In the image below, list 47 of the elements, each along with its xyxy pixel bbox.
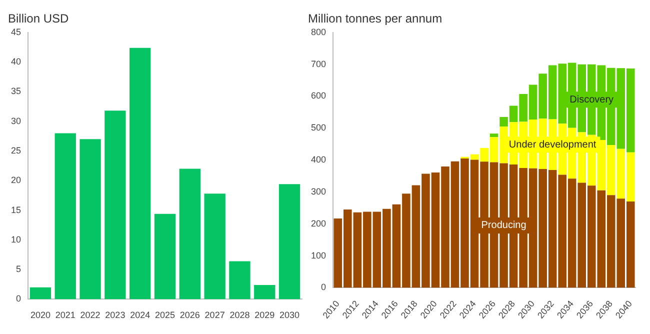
x-tick-label: 2021 (55, 310, 76, 320)
bar (229, 261, 250, 300)
bar (80, 139, 101, 300)
y-tick-label: 10 (10, 234, 22, 244)
y-tick-label: 40 (10, 56, 22, 67)
x-tick-label: 2022 (80, 310, 100, 320)
x-tick-label: 2029 (254, 310, 275, 320)
y-tick-label: 300 (310, 186, 326, 196)
y-tick-label: 20 (10, 175, 22, 186)
x-tick-label: 2027 (204, 310, 225, 320)
bar (104, 110, 126, 300)
x-tick-label: 2025 (154, 310, 176, 320)
y-tick-label: 45 (10, 26, 22, 37)
y-tick-label: 15 (10, 204, 22, 215)
y-tick-label: 30 (10, 116, 22, 126)
series-label: Producing (481, 220, 526, 232)
y-tick-label: 200 (310, 218, 326, 228)
y-tick-label: 400 (310, 154, 326, 165)
x-tick-label: 2030 (280, 310, 300, 320)
bar (204, 194, 226, 300)
chart-title: Billion USD (8, 12, 70, 26)
bar (254, 284, 276, 300)
y-tick-label: 35 (10, 86, 22, 96)
bar (490, 134, 498, 138)
bar (278, 184, 300, 300)
y-tick-label: 600 (310, 90, 326, 101)
bar (130, 48, 151, 300)
series-label: Under development (508, 139, 596, 150)
bar (154, 214, 176, 300)
x-tick-label: 2024 (130, 310, 150, 320)
x-tick-label: 2020 (30, 310, 50, 320)
bar (30, 287, 52, 300)
y-tick-label: 100 (310, 250, 326, 260)
bar (54, 133, 76, 300)
y-tick-label: 25 (10, 145, 22, 156)
y-tick-label: 700 (310, 58, 326, 69)
x-tick-label: 2026 (180, 310, 200, 320)
y-tick-label: 500 (310, 122, 326, 133)
y-tick-label: 800 (310, 26, 326, 37)
bar (179, 168, 200, 300)
chart-title: Million tonnes per annum (308, 12, 442, 26)
y-tick-label: 5 (16, 264, 22, 274)
series-label: Discovery (570, 94, 614, 106)
x-tick-label: 2023 (105, 310, 126, 320)
y-tick-label: 0 (321, 282, 326, 292)
y-tick-label: 0 (16, 294, 22, 304)
x-tick-label: 2028 (230, 310, 250, 320)
